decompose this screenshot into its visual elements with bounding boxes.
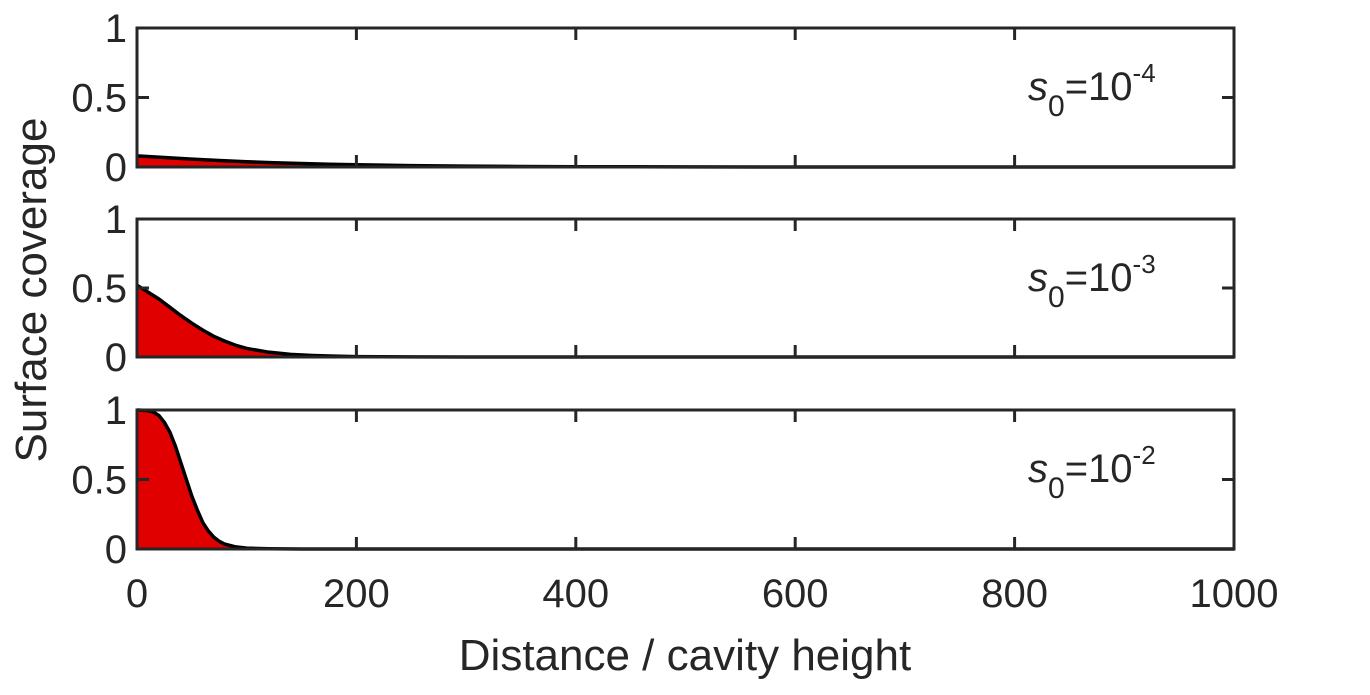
y-tick-label: 0 xyxy=(105,336,127,380)
y-tick-label: 1 xyxy=(105,7,127,51)
y-tick-label: 0.5 xyxy=(71,267,127,311)
panel-label: s0=10-3 xyxy=(1028,249,1156,314)
x-tick-label: 600 xyxy=(762,572,829,616)
x-axis-label: Distance / cavity height xyxy=(459,631,911,680)
panel: 0 0.5 1 s0=10-4 xyxy=(71,7,1236,190)
panels-group: 0 0.5 1 s0=10-4 0 0.5 1 s0=10-3 0 0.5 1 s0=10-2 xyxy=(71,7,1236,572)
x-tick-label: 400 xyxy=(542,572,609,616)
x-tick-labels: 0 200 400 600 800 1000 xyxy=(126,572,1279,616)
y-tick-label: 0 xyxy=(105,146,127,190)
x-tick-label: 800 xyxy=(981,572,1048,616)
y-tick-label: 0.5 xyxy=(71,77,127,121)
y-axis-label: Surface coverage xyxy=(7,118,56,463)
panel-label: s0=10-2 xyxy=(1028,440,1156,505)
x-tick-label: 1000 xyxy=(1190,572,1279,616)
panel: 0 0.5 1 s0=10-2 xyxy=(71,389,1236,572)
panel-label: s0=10-4 xyxy=(1028,58,1156,123)
y-tick-label: 0.5 xyxy=(71,459,127,503)
y-tick-label: 1 xyxy=(105,198,127,242)
y-tick-label: 0 xyxy=(105,528,127,572)
x-tick-label: 0 xyxy=(126,572,148,616)
panel: 0 0.5 1 s0=10-3 xyxy=(71,198,1236,380)
y-tick-label: 1 xyxy=(105,389,127,433)
x-tick-label: 200 xyxy=(323,572,390,616)
